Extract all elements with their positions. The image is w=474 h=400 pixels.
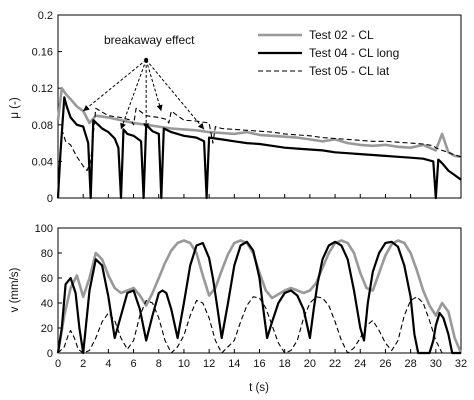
legend-label-test04: Test 04 - CL long	[309, 46, 399, 60]
velocity-x-tick-label: 10	[178, 358, 190, 370]
velocity-x-tick-label: 12	[203, 358, 215, 370]
velocity-x-tick-label: 18	[279, 358, 291, 370]
velocity-y-axis-label: v (mm/s)	[9, 267, 21, 312]
annotation-text: breakaway effect	[104, 33, 195, 47]
velocity-x-tick-label: 30	[430, 358, 442, 370]
velocity-x-tick-label: 24	[354, 358, 366, 370]
velocity-x-tick-label: 16	[253, 358, 265, 370]
velocity-y-tick-label: 60	[41, 273, 53, 285]
velocity-y-tick-label: 100	[35, 223, 53, 235]
velocity-x-tick-label: 28	[405, 358, 417, 370]
velocity-x-tick-label: 22	[329, 358, 341, 370]
velocity-x-tick-label: 6	[131, 358, 137, 370]
friction-y-axis-label: μ (-)	[9, 97, 21, 118]
friction-y-tick-label: 0.2	[38, 10, 53, 22]
legend-label-test02: Test 02 - CL	[309, 28, 374, 42]
time-x-axis-label: t (s)	[249, 382, 269, 394]
friction-y-tick-label: 0.08	[32, 120, 53, 132]
friction-y-tick-label: 0.04	[32, 156, 53, 168]
velocity-y-tick-label: 80	[41, 248, 53, 260]
velocity-x-tick-label: 20	[304, 358, 316, 370]
velocity-x-tick-label: 32	[455, 358, 467, 370]
velocity-x-tick-label: 26	[379, 358, 391, 370]
friction-y-tick-label: 0	[47, 193, 53, 205]
velocity-x-tick-label: 0	[55, 358, 61, 370]
velocity-x-tick-label: 4	[105, 358, 111, 370]
velocity-x-tick-label: 8	[156, 358, 162, 370]
friction-y-tick-label: 0.12	[32, 83, 53, 95]
friction-y-tick-label: 0.16	[32, 47, 53, 59]
velocity-y-tick-label: 20	[41, 323, 53, 335]
legend-label-test05: Test 05 - CL lat	[309, 64, 390, 78]
velocity-x-tick-label: 2	[80, 358, 86, 370]
velocity-y-tick-label: 40	[41, 298, 53, 310]
friction-panel: 0 0.04 0.08 0.12 0.16 0.2 μ (-) breakaway eff…	[9, 10, 461, 205]
velocity-x-tick-label: 14	[228, 358, 240, 370]
velocity-panel: 0204060801000246810121416182022242628303…	[9, 223, 467, 394]
velocity-y-tick-label: 0	[47, 348, 53, 360]
